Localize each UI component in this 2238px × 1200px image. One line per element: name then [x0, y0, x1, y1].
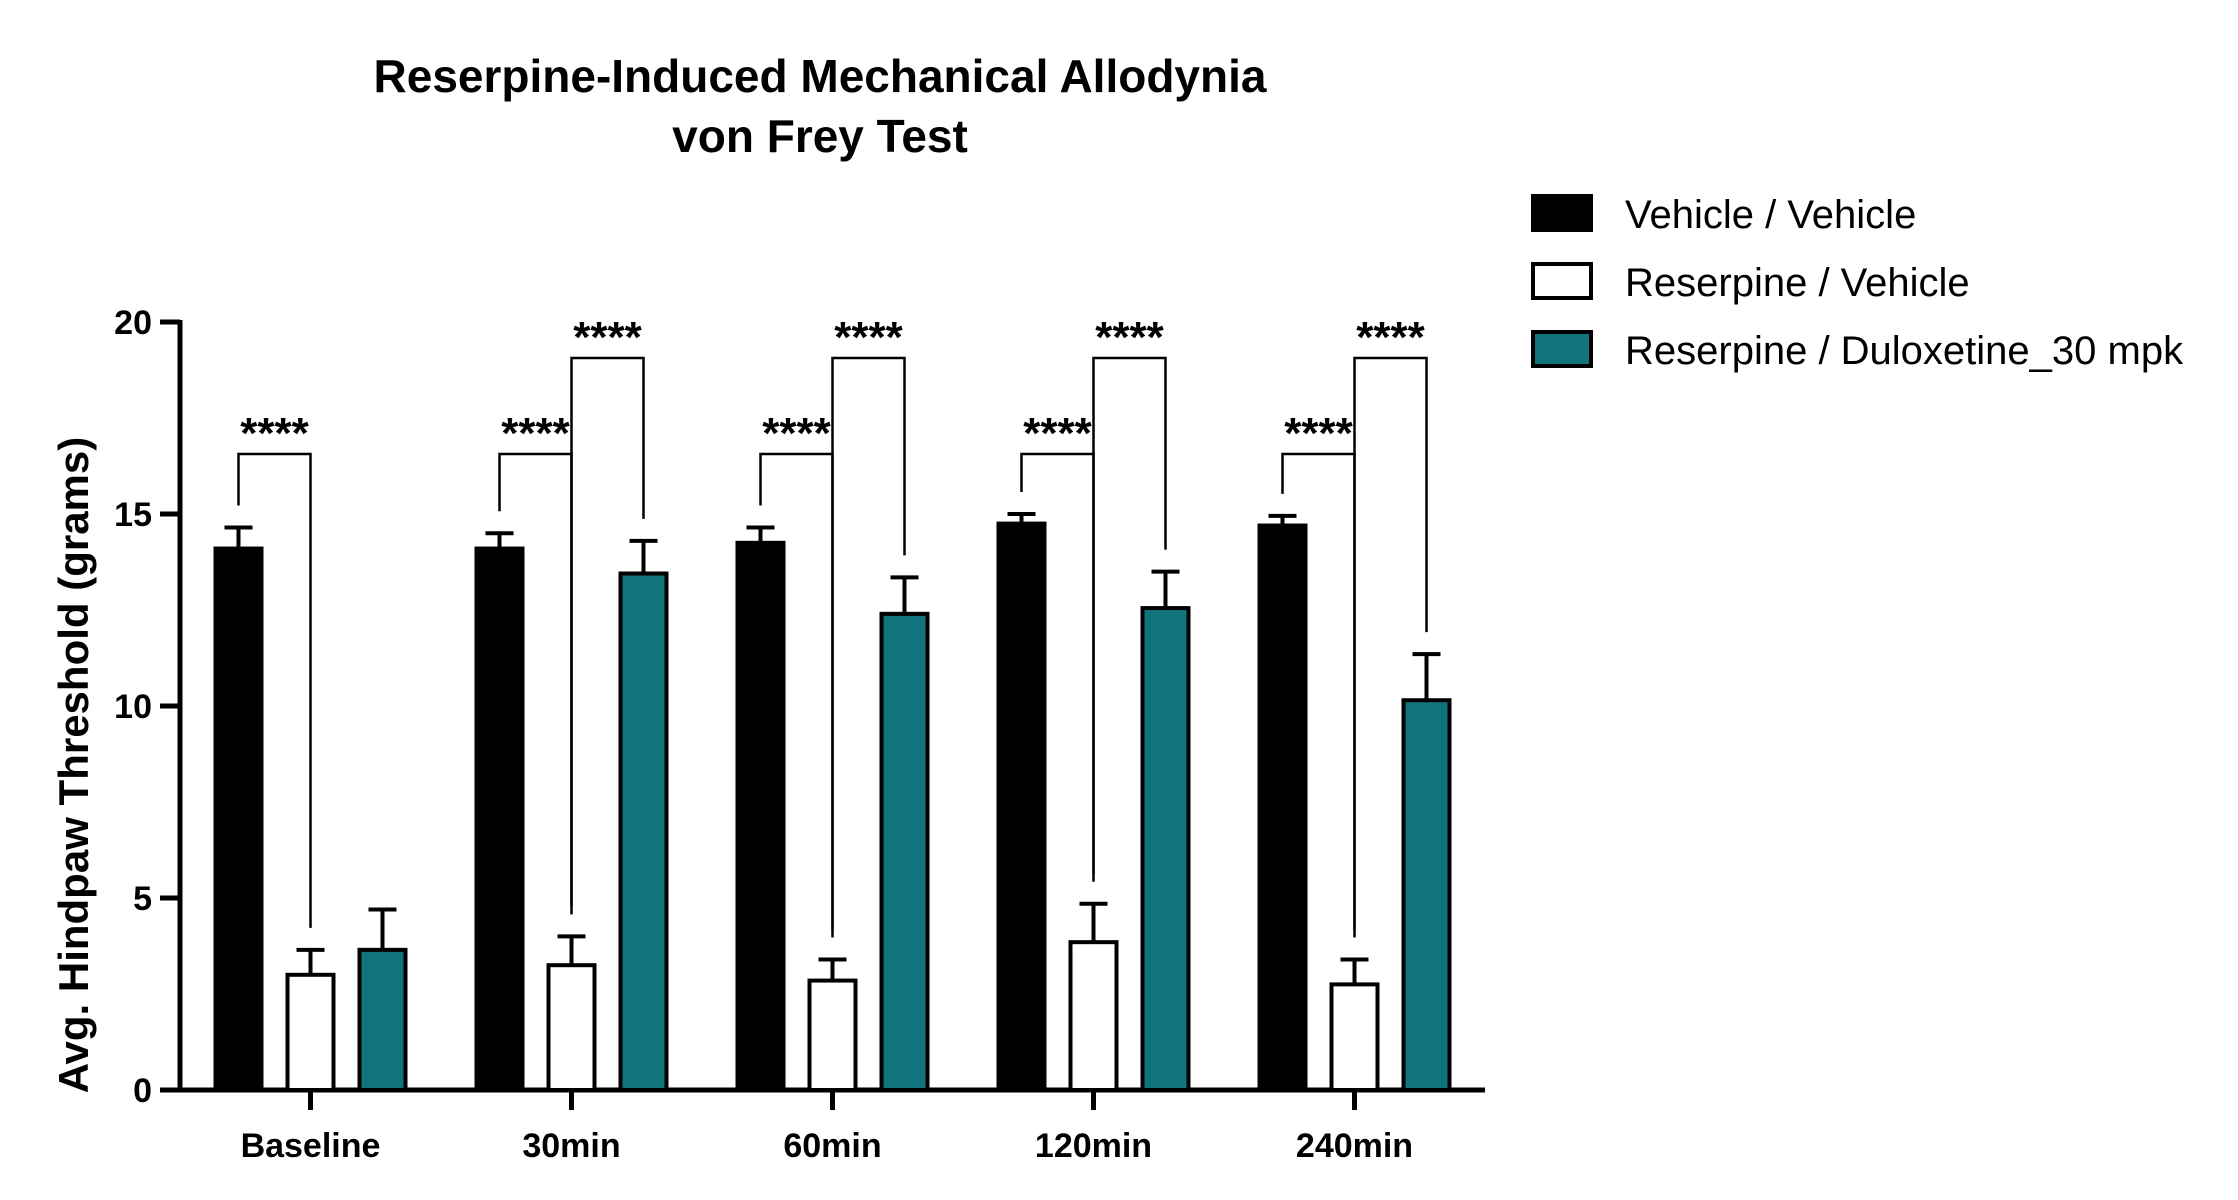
significance-label: ****: [1023, 409, 1092, 458]
y-tick-label: 15: [114, 496, 152, 534]
y-tick-label: 20: [114, 304, 152, 342]
bar: [879, 611, 930, 1093]
bar: [1329, 982, 1380, 1093]
bar: [735, 540, 786, 1092]
significance-label: ****: [573, 313, 642, 362]
significance-label: ****: [834, 313, 903, 362]
y-tick-label: 0: [133, 1072, 152, 1110]
x-tick-label: 120min: [1035, 1127, 1152, 1165]
bar: [213, 546, 264, 1092]
x-tick-label: 240min: [1296, 1127, 1413, 1165]
significance-bracket: [237, 452, 312, 928]
legend-swatch: [1531, 194, 1593, 232]
significance-label: ****: [1356, 313, 1425, 362]
significance-label: ****: [1284, 409, 1353, 458]
significance-bracket: [1353, 356, 1428, 930]
x-tick-label: 60min: [783, 1127, 881, 1165]
bar: [474, 546, 525, 1092]
legend-label: Reserpine / Vehicle: [1625, 261, 1970, 305]
significance-label: ****: [1095, 313, 1164, 362]
y-axis-label: Avg. Hindpaw Threshold (grams): [50, 437, 97, 1094]
legend: Vehicle / Vehicle Reserpine / Vehicle Rese…: [1531, 193, 2184, 373]
significance-bracket: [570, 356, 645, 907]
significance-label: ****: [240, 409, 309, 458]
bar: [996, 521, 1047, 1092]
bar: [618, 571, 669, 1092]
legend-label: Vehicle / Vehicle: [1625, 193, 1916, 237]
bar: [357, 947, 408, 1093]
significance-label: ****: [762, 409, 831, 458]
y-tick-label: 10: [114, 688, 152, 726]
significance-bracket: [831, 356, 906, 930]
legend-label: Reserpine / Duloxetine_30 mpk: [1625, 329, 2184, 373]
x-tick-label: 30min: [522, 1127, 620, 1165]
bar: [807, 978, 858, 1092]
chart-title: Reserpine-Induced Mechanical Allodynia: [374, 50, 1267, 102]
x-tick-label: Baseline: [241, 1127, 381, 1165]
y-tick-label: 5: [133, 880, 152, 918]
significance-bracket: [1092, 356, 1167, 874]
bar: [1068, 940, 1119, 1092]
bar: [1257, 523, 1308, 1092]
bar: [285, 972, 336, 1092]
plot-area: 0 5 10 15 20 Baseline 30min 60min 120min 240min **…: [114, 304, 1485, 1165]
bar: [546, 963, 597, 1093]
bar: [1401, 698, 1452, 1092]
chart-subtitle: von Frey Test: [672, 110, 968, 162]
legend-swatch: [1531, 262, 1593, 300]
bar: [1140, 606, 1191, 1093]
legend-swatch: [1531, 330, 1593, 368]
significance-label: ****: [501, 409, 570, 458]
